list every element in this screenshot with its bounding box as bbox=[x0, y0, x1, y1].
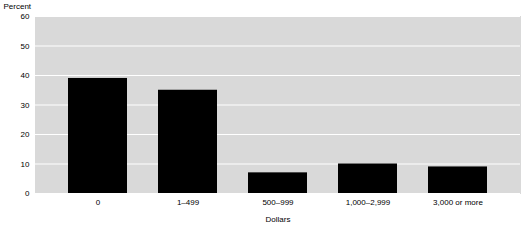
svg-text:Dollars: Dollars bbox=[266, 215, 291, 224]
svg-text:0: 0 bbox=[25, 189, 30, 198]
svg-text:40: 40 bbox=[21, 71, 30, 80]
svg-text:1–499: 1–499 bbox=[177, 198, 200, 207]
svg-text:Percent: Percent bbox=[4, 2, 32, 11]
svg-text:60: 60 bbox=[21, 12, 30, 21]
svg-text:20: 20 bbox=[21, 130, 30, 139]
svg-text:30: 30 bbox=[21, 101, 30, 110]
svg-text:10: 10 bbox=[21, 160, 30, 169]
svg-text:50: 50 bbox=[21, 42, 30, 51]
svg-text:0: 0 bbox=[96, 198, 101, 207]
svg-text:3,000 or more: 3,000 or more bbox=[433, 198, 483, 207]
svg-text:500–999: 500–999 bbox=[262, 198, 294, 207]
svg-text:1,000–2,999: 1,000–2,999 bbox=[346, 198, 391, 207]
